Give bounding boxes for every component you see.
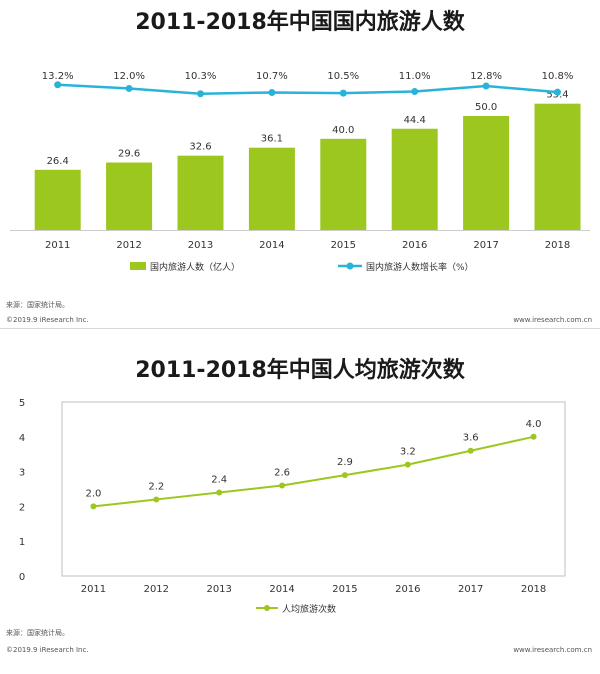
- chart2-point-2014: [279, 482, 286, 489]
- chart1-bar-2017: [463, 116, 510, 230]
- chart1-rate-label-2011: 13.2%: [42, 71, 74, 82]
- per-capita-trips-panel: 2011-2018年中国人均旅游次数 0 1 2 3 4 5 2011 2012 2013 201…: [0, 330, 600, 660]
- chart1-rate-point-2016: [411, 88, 419, 96]
- chart2-point-2015: [341, 472, 348, 479]
- chart1-legend-bar-swatch: [130, 262, 146, 270]
- chart1-plot: 26.429.632.636.140.044.450.055.420112012…: [10, 71, 590, 273]
- chart1-x-tick-2015: 2015: [331, 240, 356, 251]
- chart2-y-tick-2: 2: [19, 502, 25, 513]
- chart1-rate-point-2013: [197, 90, 204, 98]
- chart1-bar-label-2014: 36.1: [261, 134, 283, 145]
- panel-divider: [0, 328, 600, 329]
- chart1-legend-line-label: 国内旅游人数增长率（%）: [366, 261, 474, 273]
- chart1-rate-label-2018: 10.8%: [542, 71, 574, 82]
- chart1-x-tick-2016: 2016: [402, 240, 427, 251]
- chart2-x-tick-2018: 2018: [521, 584, 546, 595]
- chart1-bar-label-2016: 44.4: [404, 115, 426, 126]
- chart1-bar-2012: [106, 162, 153, 230]
- chart1-bar-2018: [534, 103, 581, 230]
- chart2-copyright: ©2019.9 iResearch Inc.: [6, 646, 89, 654]
- tourist-count-panel: 2011-2018年中国国内旅游人数 26.4 29.6 32.6 36.1 40.0 4…: [0, 0, 600, 330]
- chart1-rate-point-2011: [54, 81, 62, 89]
- chart2-site: www.iresearch.com.cn: [513, 646, 592, 654]
- chart1-legend-bar-label: 国内旅游人数（亿人）: [150, 261, 240, 273]
- chart2-title: 2011-2018年中国人均旅游次数: [135, 358, 465, 383]
- chart2-y-tick-3: 3: [19, 468, 25, 479]
- chart1-bar-label-2011: 26.4: [47, 156, 69, 167]
- chart2-point-2018: [530, 433, 537, 440]
- chart2-y-tick-1: 1: [19, 537, 25, 548]
- chart1-bar-label-2017: 50.0: [475, 102, 497, 113]
- chart2-point-label-2011: 2.0: [85, 488, 101, 499]
- chart1-title: 2011-2018年中国国内旅游人数: [135, 10, 465, 35]
- chart2-plot-frame: [61, 401, 566, 577]
- chart2-x-tick-2013: 2013: [206, 584, 231, 595]
- chart1-x-tick-2018: 2018: [545, 240, 570, 251]
- chart1-rate-line: [57, 83, 558, 95]
- chart2-plot: 0 1 2 3 4 5 2011 2012 2013 2014 2015 2016 2017 2018 2.…: [19, 398, 566, 615]
- chart1-rate-label-2013: 10.3%: [185, 71, 217, 82]
- chart2-x-tick-2016: 2016: [395, 584, 420, 595]
- chart2-legend-label: 人均旅游次数: [282, 603, 336, 615]
- chart1-rate-label-2015: 10.5%: [327, 71, 359, 82]
- chart1-bar-label-2015: 40.0: [332, 125, 354, 136]
- chart2-point-label-2015: 2.9: [337, 457, 353, 468]
- chart1-bar-2013: [177, 155, 224, 230]
- chart2-y-tick-0: 0: [19, 572, 25, 583]
- chart1-source: 来源：国家统计局。: [6, 301, 69, 309]
- chart1-copyright: ©2019.9 iResearch Inc.: [6, 316, 89, 324]
- chart2-legend-marker: [264, 605, 270, 611]
- chart1-x-tick-2012: 2012: [116, 240, 141, 251]
- chart2-x-tick-2015: 2015: [332, 584, 357, 595]
- chart2-point-label-2013: 2.4: [211, 474, 227, 485]
- chart1-bar-2015: [320, 138, 367, 230]
- chart1-x-tick-2011: 2011: [45, 240, 70, 251]
- chart1-bar-label-2013: 32.6: [189, 142, 211, 153]
- chart2-y-tick-4: 4: [19, 433, 25, 444]
- chart2-point-2011: [90, 503, 97, 510]
- chart1-rate-point-2015: [339, 89, 347, 97]
- chart1-x-tick-2014: 2014: [259, 240, 284, 251]
- chart1-rate-label-2017: 12.8%: [470, 71, 502, 82]
- chart1-bar-2014: [248, 147, 295, 230]
- chart2-source: 来源：国家统计局。: [6, 629, 69, 637]
- chart2-point-label-2018: 4.0: [526, 419, 542, 430]
- chart2-point-2013: [216, 489, 223, 496]
- chart2-x-tick-2011: 2011: [81, 584, 106, 595]
- chart2-point-2012: [153, 496, 160, 503]
- chart1-rate-label-2014: 10.7%: [256, 71, 288, 82]
- chart1-rate-label-2012: 12.0%: [113, 71, 145, 82]
- chart1-rate-point-2014: [268, 88, 276, 96]
- chart1-legend-line-marker: [346, 262, 354, 270]
- chart2-series-line: [93, 435, 534, 508]
- chart2-point-2017: [467, 447, 474, 454]
- chart1-site: www.iresearch.com.cn: [513, 316, 592, 324]
- chart1-bar-label-2012: 29.6: [118, 149, 140, 160]
- chart2-point-label-2017: 3.6: [463, 433, 479, 444]
- chart1-rate-label-2016: 11.0%: [399, 71, 431, 82]
- chart2-y-tick-5: 5: [19, 398, 25, 409]
- chart2-x-tick-2014: 2014: [269, 584, 294, 595]
- chart2-x-tick-2017: 2017: [458, 584, 483, 595]
- chart1-bar-2011: [34, 169, 81, 230]
- chart1-x-tick-2013: 2013: [188, 240, 213, 251]
- chart1-bar-2016: [391, 128, 438, 230]
- chart2-x-tick-2012: 2012: [144, 584, 169, 595]
- chart1-rate-point-2018: [554, 88, 561, 96]
- chart2-point-label-2016: 3.2: [400, 447, 416, 458]
- chart1-rate-point-2012: [125, 84, 133, 92]
- chart1-x-tick-2017: 2017: [473, 240, 498, 251]
- chart2-point-2016: [404, 461, 411, 468]
- chart1-rate-point-2017: [482, 82, 490, 90]
- chart2-point-label-2014: 2.6: [274, 468, 290, 479]
- chart2-point-label-2012: 2.2: [148, 481, 164, 492]
